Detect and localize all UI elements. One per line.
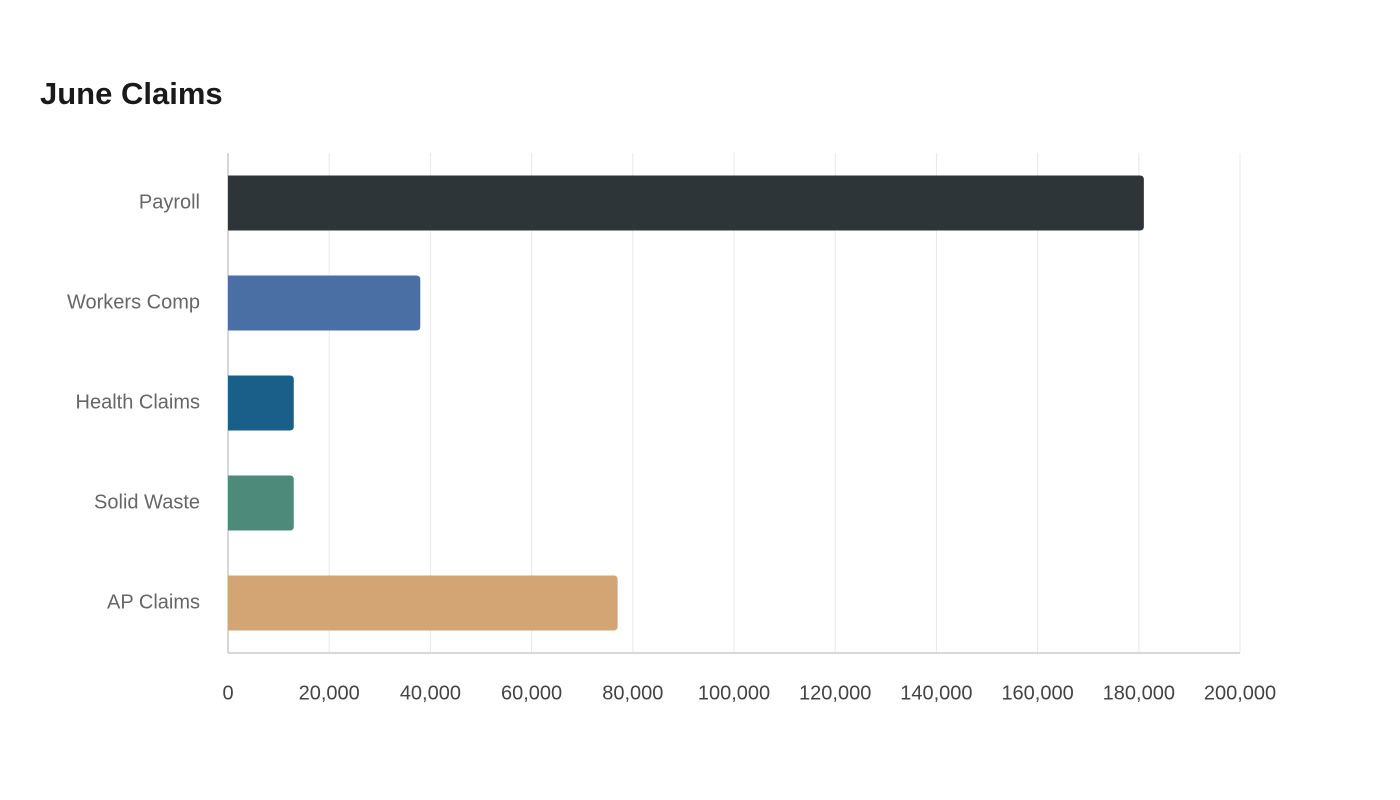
y-tick-label: Solid Waste [94,491,200,513]
x-tick-label: 0 [222,682,233,704]
x-tick-label: 100,000 [698,682,770,704]
x-tick-label: 40,000 [400,682,461,704]
x-tick-label: 80,000 [602,682,663,704]
y-tick-label: Health Claims [76,391,200,413]
x-tick-label: 20,000 [299,682,360,704]
bar [228,175,1144,231]
x-tick-label: 120,000 [799,682,871,704]
x-tick-label: 140,000 [900,682,972,704]
bar [228,575,618,631]
x-tick-label: 160,000 [1001,682,1073,704]
bar [228,275,421,331]
x-tick-label: 200,000 [1204,682,1276,704]
chart-title: June Claims [40,76,223,111]
x-tick-label: 180,000 [1103,682,1175,704]
bar [228,475,294,531]
y-tick-label: AP Claims [107,591,200,613]
y-tick-label: Payroll [139,191,200,213]
x-tick-label: 60,000 [501,682,562,704]
y-tick-label: Workers Comp [67,291,200,313]
bar [228,375,294,431]
